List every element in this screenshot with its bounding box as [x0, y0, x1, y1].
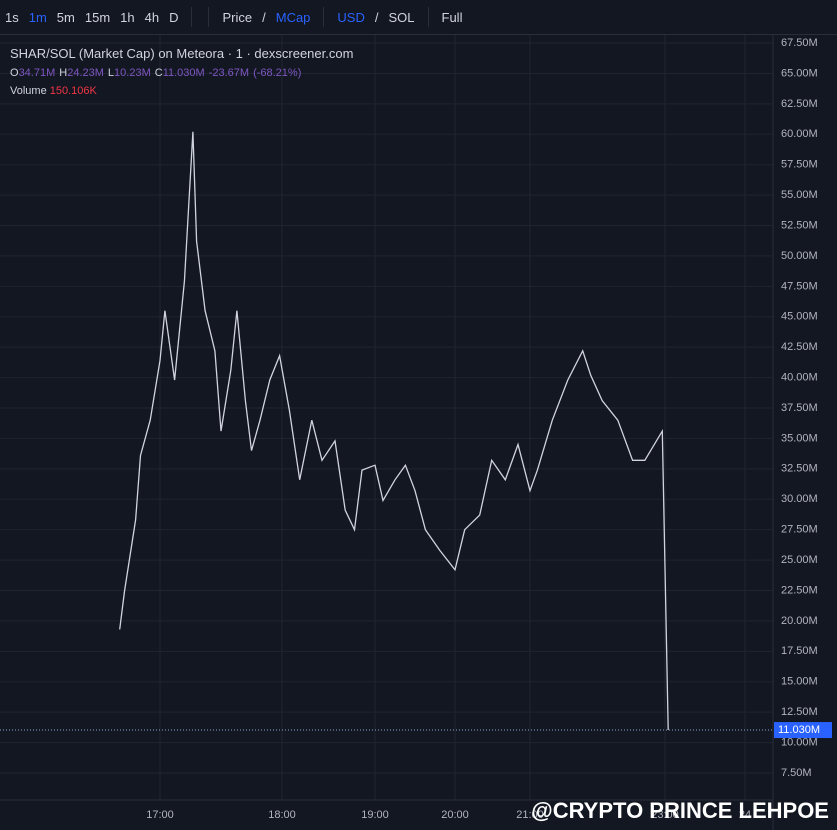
y-tick-label: 62.50M: [781, 98, 818, 110]
x-tick-label: 17:00: [146, 809, 174, 821]
ohlc-value: 24.23M: [67, 67, 104, 79]
ohlc-key: O: [10, 67, 19, 79]
y-tick-label: 27.50M: [781, 524, 818, 536]
separator: [323, 7, 325, 27]
sol-button[interactable]: SOL: [388, 9, 415, 25]
y-tick-label: 10.00M: [781, 736, 818, 748]
y-tick-label: 22.50M: [781, 584, 818, 596]
volume-value: 150.106K: [49, 85, 97, 97]
volume-row: Volume 150.106K: [10, 85, 353, 97]
y-tick-label: 30.00M: [781, 493, 818, 505]
separator: [191, 7, 193, 27]
y-tick-label: 25.00M: [781, 554, 818, 566]
y-tick-label: 15.00M: [781, 676, 818, 688]
y-tick-label: 60.00M: [781, 128, 818, 140]
y-tick-label: 55.00M: [781, 189, 818, 201]
y-tick-label: 42.50M: [781, 341, 818, 353]
watermark: @CRYPTO PRINCE LEHPOE: [531, 798, 829, 823]
ohlc-key: L: [107, 67, 115, 79]
change-pct: (-68.21%): [253, 67, 302, 79]
y-tick-label: 45.00M: [781, 311, 818, 323]
y-tick-label: 37.50M: [781, 402, 818, 414]
x-tick-label: 20:00: [441, 809, 469, 821]
x-tick-label: 19:00: [361, 809, 389, 821]
separator-text: /: [374, 9, 379, 25]
y-tick-label: 50.00M: [781, 250, 818, 262]
y-tick-label: 40.00M: [781, 372, 818, 384]
y-tick-label: 57.50M: [781, 159, 818, 171]
ohlc-value: 34.71M: [18, 67, 56, 79]
x-tick-label: 21:00: [516, 809, 544, 821]
price-button[interactable]: Price: [222, 9, 253, 25]
full-button[interactable]: Full: [441, 9, 463, 25]
toolbar: 1s 1m 5m 15m 1h 4h D Price / MCap USD / SOL Full: [0, 0, 837, 35]
separator-text: /: [262, 9, 266, 25]
y-tick-label: 52.50M: [781, 219, 818, 231]
interval-button[interactable]: 4h: [144, 9, 160, 25]
interval-button[interactable]: 1m: [28, 9, 47, 25]
interval-button[interactable]: 5m: [56, 9, 75, 25]
usd-button[interactable]: USD: [337, 9, 365, 25]
legend: SHAR/SOL (Market Cap) on Meteora · 1 · d…: [10, 46, 353, 103]
y-tick-label: 35.00M: [781, 432, 818, 444]
volume-label: Volume: [10, 85, 47, 97]
interval-button[interactable]: 1h: [120, 9, 135, 25]
ohlc-row: O34.71M H24.23M L10.23M C11.030M -23.67M (-68…: [10, 67, 353, 79]
y-tick-label: 17.50M: [781, 645, 818, 657]
separator: [208, 7, 210, 27]
ohlc-value: 11.030M: [162, 67, 205, 79]
ohlc-value: 10.23M: [114, 67, 151, 79]
y-tick-label: 47.50M: [781, 280, 818, 292]
y-tick-label: 32.50M: [781, 463, 818, 475]
interval-button[interactable]: 1s: [5, 9, 19, 25]
legend-title-row: SHAR/SOL (Market Cap) on Meteora · 1 · d…: [10, 46, 353, 61]
y-tick-label: 67.50M: [781, 37, 818, 49]
separator: [427, 7, 429, 27]
y-tick-label: 20.00M: [781, 615, 818, 627]
ohlc-key: H: [59, 67, 68, 79]
x-tick-label: 23:00: [651, 809, 679, 821]
change: -23.67M: [208, 67, 250, 79]
price-line: [119, 131, 669, 731]
mcap-button[interactable]: MCap: [275, 9, 311, 25]
y-tick-label: 7.50M: [781, 767, 812, 779]
ohlc-key: C: [154, 67, 163, 79]
x-tick-label: 18:00: [268, 809, 296, 821]
y-tick-label: 65.00M: [781, 67, 818, 79]
interval-button[interactable]: D: [169, 9, 179, 25]
legend-title: SHAR/SOL (Market Cap) on Meteora · 1 · d…: [10, 46, 354, 61]
interval-button[interactable]: 15m: [84, 9, 111, 25]
x-tick-label: 24: [739, 809, 751, 821]
last-price-label: 11.030M: [778, 724, 820, 736]
y-tick-label: 12.50M: [781, 706, 818, 718]
last-price-box: [774, 722, 832, 739]
